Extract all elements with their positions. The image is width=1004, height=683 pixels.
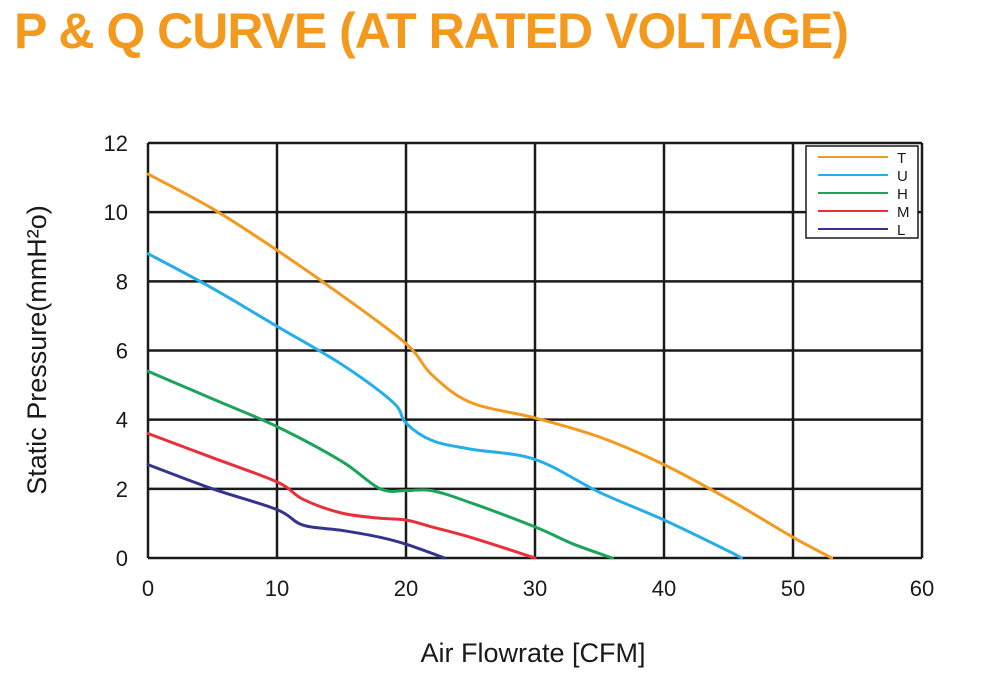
x-tick-label: 10 <box>265 576 289 601</box>
series-line-u <box>146 252 743 560</box>
x-tick-label: 30 <box>523 576 547 601</box>
series-lines <box>146 172 834 560</box>
x-tick-label: 20 <box>394 576 418 601</box>
series-line-h <box>146 369 614 560</box>
y-axis-label: Static Pressure(mmH²o) <box>22 205 52 495</box>
y-tick-label: 10 <box>104 200 128 225</box>
y-tick-label: 8 <box>116 269 128 294</box>
y-tick-label: 4 <box>116 408 128 433</box>
x-tick-label: 60 <box>910 576 934 601</box>
y-tick-label: 0 <box>116 546 128 571</box>
x-tick-label: 50 <box>781 576 805 601</box>
series-line-m <box>146 432 537 560</box>
legend-label-m: M <box>897 204 910 221</box>
x-tick-label: 40 <box>652 576 676 601</box>
y-tick-label: 2 <box>116 477 128 502</box>
legend-label-h: H <box>897 186 908 203</box>
legend-label-l: L <box>897 222 905 239</box>
grid <box>146 141 924 560</box>
x-axis-label: Air Flowrate [CFM] <box>420 638 645 668</box>
chart-title: P & Q CURVE (AT RATED VOLTAGE) <box>14 3 849 59</box>
x-tick-label: 0 <box>142 576 154 601</box>
legend-label-u: U <box>897 168 908 185</box>
series-line-l <box>146 463 447 560</box>
y-tick-label: 6 <box>116 339 128 364</box>
tick-labels: 0 10 20 30 40 50 60 0 2 4 6 8 10 12 <box>104 131 935 601</box>
legend-label-t: T <box>897 150 906 167</box>
series-line-t <box>146 172 834 560</box>
y-tick-label: 12 <box>104 131 128 156</box>
